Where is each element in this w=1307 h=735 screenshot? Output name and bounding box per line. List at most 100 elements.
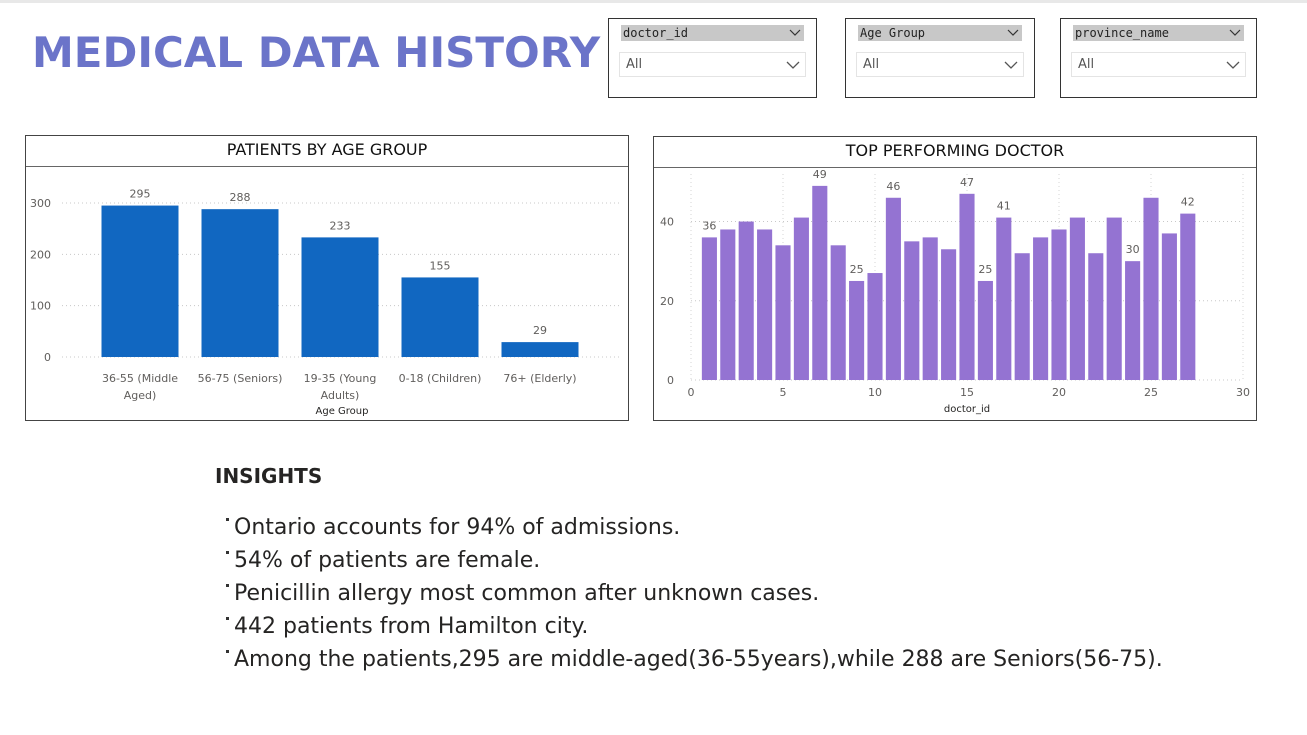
y-tick-label: 100 bbox=[30, 300, 51, 313]
bar bbox=[1161, 233, 1177, 380]
slicer-age-group: Age Group All bbox=[845, 18, 1035, 98]
data-label: 29 bbox=[533, 324, 547, 337]
x-tick-label: 15 bbox=[960, 386, 974, 399]
y-tick-label: 40 bbox=[660, 216, 674, 229]
slicer-header-province-name[interactable]: province_name bbox=[1073, 25, 1244, 41]
bar bbox=[1143, 197, 1159, 380]
panel-divider bbox=[26, 166, 628, 167]
page-title: MEDICAL DATA HISTORY bbox=[32, 28, 601, 77]
top-doctor-chart-panel: TOP PERFORMING DOCTOR 0 20 40 0 5 10 15 20 25 30 3… bbox=[653, 136, 1257, 421]
bar bbox=[738, 221, 754, 380]
bar bbox=[501, 342, 579, 357]
x-axis-label: doctor_id bbox=[944, 404, 990, 415]
chevron-down-icon bbox=[1004, 61, 1018, 69]
chart-title: PATIENTS BY AGE GROUP bbox=[226, 140, 428, 159]
x-tick-label: 56-75 (Seniors) bbox=[198, 372, 283, 385]
chevron-down-icon bbox=[789, 29, 801, 36]
chevron-down-icon bbox=[1007, 29, 1019, 36]
insights-title: INSIGHTS bbox=[215, 464, 323, 488]
chevron-down-icon bbox=[1226, 61, 1240, 69]
bar bbox=[301, 237, 379, 357]
x-axis-label: Age Group bbox=[316, 406, 369, 417]
bar bbox=[201, 209, 279, 357]
bar bbox=[757, 229, 773, 380]
bar bbox=[720, 229, 736, 380]
slicer-dropdown-age-group[interactable]: All bbox=[856, 52, 1024, 77]
data-label: 36 bbox=[702, 219, 716, 232]
bar bbox=[904, 241, 920, 380]
x-tick-label: 36-55 (Middle bbox=[102, 372, 178, 385]
bar bbox=[1180, 213, 1196, 380]
bullet-icon bbox=[226, 617, 229, 620]
slicer-header-age-group[interactable]: Age Group bbox=[858, 25, 1022, 41]
bar bbox=[885, 197, 901, 380]
insight-text: Among the patients,295 are middle-aged(3… bbox=[234, 647, 1163, 672]
bullet-icon bbox=[226, 551, 229, 554]
bar bbox=[1033, 237, 1049, 380]
bar bbox=[1069, 217, 1085, 380]
y-tick-label: 200 bbox=[30, 248, 51, 261]
slicer-field-label: province_name bbox=[1075, 26, 1169, 40]
slicer-province-name: province_name All bbox=[1060, 18, 1257, 98]
bar bbox=[830, 245, 846, 380]
bar bbox=[775, 245, 791, 380]
slicer-header-doctor-id[interactable]: doctor_id bbox=[621, 25, 804, 41]
bar bbox=[996, 217, 1012, 380]
slicer-field-label: doctor_id bbox=[623, 26, 689, 40]
data-label: 30 bbox=[1126, 243, 1140, 256]
slicer-field-label: Age Group bbox=[860, 26, 926, 40]
bar bbox=[701, 237, 717, 380]
data-label: 49 bbox=[813, 168, 827, 181]
insight-text: Ontario accounts for 94% of admissions. bbox=[234, 515, 681, 540]
x-tick-label: 19-35 (Young bbox=[304, 372, 377, 385]
slicer-selected-value: All bbox=[1078, 57, 1095, 72]
insight-text: Penicillin allergy most common after unk… bbox=[234, 581, 820, 606]
insight-item: Penicillin allergy most common after unk… bbox=[226, 577, 1163, 610]
top-doctor-bar-chart: 0 20 40 0 5 10 15 20 25 30 36 49 25 46 47 25 41 30 42 docto… bbox=[660, 168, 1250, 415]
bar bbox=[1106, 217, 1122, 380]
bar bbox=[867, 273, 883, 380]
slicer-selected-value: All bbox=[863, 57, 880, 72]
slicer-doctor-id: doctor_id All bbox=[608, 18, 817, 98]
bar bbox=[1125, 261, 1141, 380]
bar bbox=[922, 237, 938, 380]
bar bbox=[941, 249, 957, 380]
chevron-down-icon bbox=[1229, 29, 1241, 36]
x-tick-label: Adults) bbox=[321, 389, 360, 402]
slicer-dropdown-doctor-id[interactable]: All bbox=[619, 52, 806, 77]
x-tick-label: 76+ (Elderly) bbox=[503, 372, 576, 385]
bar bbox=[101, 205, 179, 357]
data-label: 46 bbox=[886, 180, 900, 193]
data-label: 233 bbox=[330, 219, 351, 232]
x-tick-label: 5 bbox=[780, 386, 787, 399]
y-tick-label: 0 bbox=[667, 374, 674, 387]
bar bbox=[812, 185, 828, 380]
insight-text: 54% of patients are female. bbox=[234, 548, 541, 573]
data-label: 42 bbox=[1181, 196, 1195, 209]
age-group-bar-chart: 0 100 200 300 295 36-55 (Middle Aged) 288 56-75 … bbox=[30, 188, 622, 417]
x-tick-label: 0-18 (Children) bbox=[399, 372, 482, 385]
age-group-chart-panel: PATIENTS BY AGE GROUP 0 100 200 300 295 36-55… bbox=[25, 135, 629, 421]
x-tick-label: 25 bbox=[1144, 386, 1158, 399]
y-tick-label: 20 bbox=[660, 295, 674, 308]
y-tick-label: 300 bbox=[30, 197, 51, 210]
bar bbox=[959, 193, 975, 380]
chevron-down-icon bbox=[786, 61, 800, 69]
bar bbox=[401, 277, 479, 357]
insight-text: 442 patients from Hamilton city. bbox=[234, 614, 589, 639]
slicer-selected-value: All bbox=[626, 57, 643, 72]
bar bbox=[1088, 253, 1104, 380]
bullet-icon bbox=[226, 584, 229, 587]
data-label: 295 bbox=[130, 188, 151, 201]
x-tick-label: 30 bbox=[1236, 386, 1250, 399]
x-tick-label: 20 bbox=[1052, 386, 1066, 399]
bar bbox=[977, 280, 993, 380]
data-label: 47 bbox=[960, 176, 974, 189]
chart-title: TOP PERFORMING DOCTOR bbox=[845, 141, 1065, 160]
x-tick-label: 10 bbox=[868, 386, 882, 399]
slicer-dropdown-province-name[interactable]: All bbox=[1071, 52, 1246, 77]
data-label: 25 bbox=[978, 263, 992, 276]
x-tick-label: 0 bbox=[688, 386, 695, 399]
bullet-icon bbox=[226, 650, 229, 653]
insight-item: 442 patients from Hamilton city. bbox=[226, 610, 1163, 643]
